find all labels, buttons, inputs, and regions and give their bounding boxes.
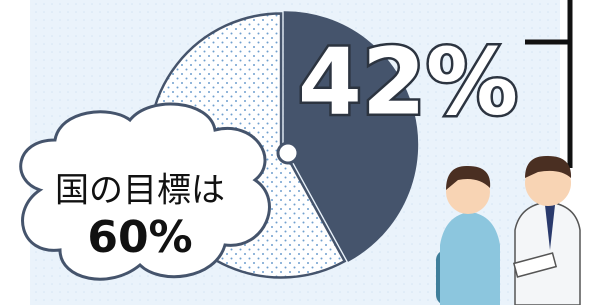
- value-label: 42%: [298, 28, 518, 135]
- infographic: 42% 国の目標は 60%: [0, 0, 589, 305]
- annotation-line: 国の目標は: [55, 171, 225, 211]
- annotation-target: 60%: [87, 212, 192, 263]
